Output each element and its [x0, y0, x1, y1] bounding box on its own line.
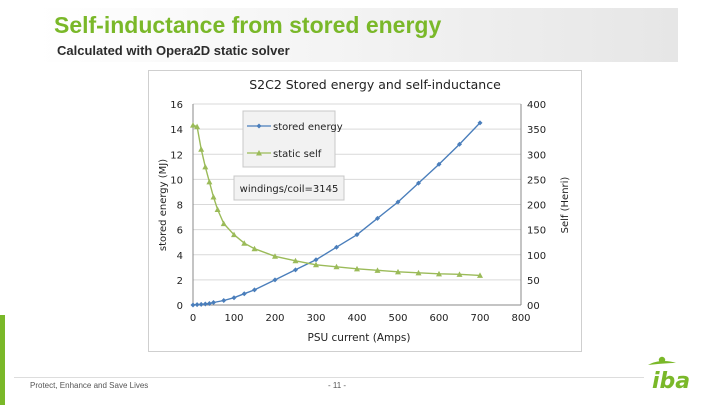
data-point-stored-energy	[252, 287, 257, 293]
legend-box	[242, 110, 336, 168]
data-point-stored-energy	[190, 302, 196, 308]
data-point-static-self	[292, 257, 299, 264]
data-point-static-self	[206, 178, 213, 185]
data-point-stored-energy	[416, 180, 421, 186]
x-tick-label: 800	[511, 313, 530, 324]
legend-label-stored-energy: stored energy	[273, 122, 343, 133]
y2-tick-label: 00	[527, 301, 540, 312]
y2-tick-label: 50	[527, 276, 540, 287]
y2-tick-label: 350	[527, 125, 546, 136]
data-point-static-self	[477, 272, 483, 278]
data-point-stored-energy	[241, 291, 247, 297]
data-point-static-self	[272, 253, 278, 259]
data-point-static-self	[194, 123, 201, 130]
y2-axis-label: Self (Henri)	[560, 177, 571, 234]
annotation-text: windings/coil=3145	[240, 184, 339, 195]
y-tick-label: 14	[170, 125, 183, 136]
data-point-stored-energy	[395, 199, 401, 205]
y-tick-label: 10	[170, 175, 183, 186]
data-point-stored-energy	[206, 300, 212, 306]
data-point-static-self	[313, 261, 319, 268]
accent-bar	[0, 315, 5, 405]
data-point-stored-energy	[354, 232, 360, 238]
slide-subtitle: Calculated with Opera2D static solver	[57, 43, 290, 58]
x-tick-label: 100	[224, 313, 243, 324]
x-tick-label: 400	[347, 313, 366, 324]
legend-label-static-self: static self	[273, 149, 322, 160]
legend-marker-static-self	[256, 150, 262, 156]
data-point-stored-energy	[211, 299, 216, 305]
data-point-stored-energy	[293, 267, 298, 273]
x-tick-label: 600	[429, 313, 448, 324]
series-layer	[190, 120, 483, 308]
data-point-stored-energy	[436, 161, 442, 167]
y-tick-label: 6	[177, 226, 183, 237]
x-tick-label: 500	[388, 313, 407, 324]
chart-title: S2C2 Stored energy and self-inductance	[249, 77, 501, 92]
data-point-stored-energy	[231, 295, 237, 301]
data-point-static-self	[395, 268, 401, 275]
data-point-static-self	[354, 265, 360, 272]
series-line-static-self	[192, 124, 481, 277]
y2-tick-label: 100	[527, 251, 546, 262]
data-point-static-self	[251, 245, 258, 252]
y-tick-label: 2	[177, 276, 183, 287]
data-point-stored-energy	[334, 244, 339, 250]
y-tick-label: 12	[170, 150, 183, 161]
y2-tick-label: 300	[527, 150, 546, 161]
data-point-stored-energy	[457, 141, 462, 147]
data-point-static-self	[214, 206, 221, 213]
logo-wordmark: iba	[652, 369, 690, 392]
y2-tick-label: 250	[527, 175, 546, 186]
data-point-stored-energy	[477, 120, 483, 126]
data-point-static-self	[241, 240, 248, 246]
chart-container: 0 2 4 6 8 10 12 14 16 00 50 100 150 200 250 300 350 400 0 1…	[148, 70, 582, 352]
series-line-stored-energy	[192, 122, 481, 306]
x-tick-label: 700	[470, 313, 489, 324]
footer-divider	[14, 377, 644, 378]
data-point-static-self	[210, 193, 217, 200]
data-point-static-self	[202, 163, 209, 170]
iba-logo: iba	[648, 356, 690, 392]
data-point-static-self	[436, 270, 442, 277]
data-point-stored-energy	[375, 215, 380, 221]
annotation-box	[233, 175, 345, 201]
data-point-static-self	[456, 271, 463, 277]
x-tick-label: 200	[265, 313, 284, 324]
y2-tick-label: 150	[527, 226, 546, 237]
x-tick-label: 300	[306, 313, 325, 324]
x-tick-label: 0	[190, 313, 196, 324]
footer-tagline: Protect, Enhance and Save Lives	[30, 381, 149, 390]
data-point-stored-energy	[194, 302, 200, 308]
logo-swoosh	[648, 360, 676, 365]
page-number: - 11 -	[328, 381, 347, 390]
slide-title: Self-inductance from stored energy	[54, 12, 442, 38]
x-axis-label: PSU current (Amps)	[308, 332, 411, 344]
data-point-static-self	[415, 269, 422, 276]
title-band	[38, 8, 678, 62]
chart-svg: 0 2 4 6 8 10 12 14 16 00 50 100 150 200 250 300 350 400 0 1…	[158, 77, 571, 344]
y-tick-label: 0	[177, 301, 183, 312]
annotation: windings/coil=3145	[233, 175, 345, 201]
data-point-static-self	[231, 231, 237, 238]
data-point-static-self	[220, 220, 227, 227]
legend-marker-stored-energy	[256, 123, 262, 129]
y-axis-label: stored energy (MJ)	[158, 159, 169, 251]
data-point-static-self	[190, 122, 196, 128]
data-point-stored-energy	[221, 297, 227, 303]
y-tick-label: 16	[170, 100, 183, 111]
y-tick-label: 8	[177, 201, 183, 212]
y2-tick-label: 200	[527, 201, 546, 212]
data-point-static-self	[374, 267, 381, 273]
legend: stored energy static self	[242, 110, 343, 168]
y-tick-label: 4	[177, 251, 183, 262]
axis-layer: 0 2 4 6 8 10 12 14 16 00 50 100 150 200 250 300 350 400 0 1…	[170, 100, 546, 324]
data-point-stored-energy	[202, 301, 208, 307]
y2-tick-label: 400	[527, 100, 546, 111]
data-point-static-self	[198, 146, 205, 152]
data-point-static-self	[333, 263, 340, 270]
data-point-stored-energy	[198, 301, 204, 307]
data-point-stored-energy	[272, 277, 278, 283]
data-point-stored-energy	[313, 257, 319, 263]
